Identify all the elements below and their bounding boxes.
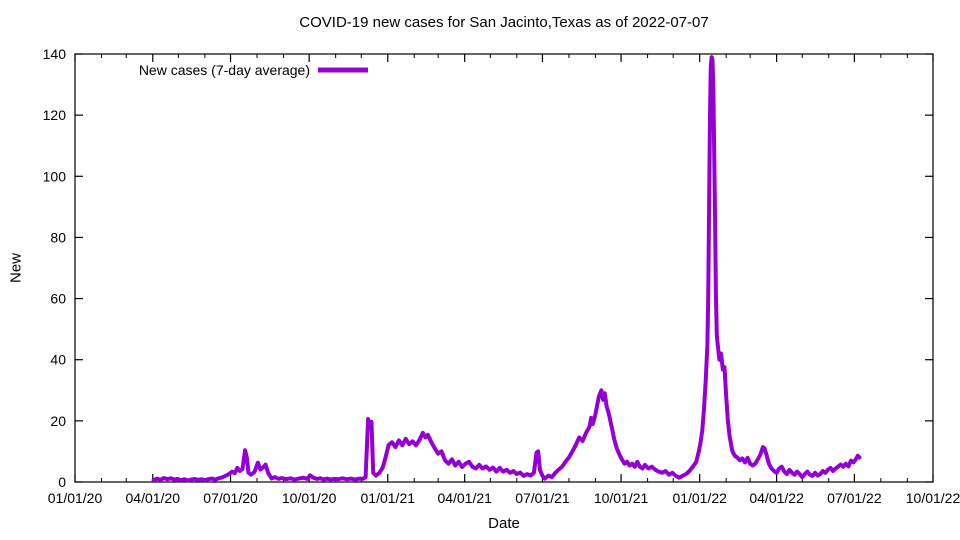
- x-tick-label: 01/01/20: [48, 490, 103, 506]
- x-tick-label: 10/01/20: [282, 490, 337, 506]
- x-tick-label: 10/01/21: [594, 490, 649, 506]
- x-tick-label: 10/01/22: [906, 490, 960, 506]
- x-minor-ticks: [100, 54, 908, 482]
- y-tick-label: 60: [50, 291, 66, 307]
- x-tick-label: 01/01/21: [361, 490, 416, 506]
- x-tick-label: 07/01/20: [203, 490, 258, 506]
- legend-label: New cases (7-day average): [139, 62, 310, 78]
- x-tick-label: 04/01/21: [437, 490, 492, 506]
- plot-border: [74, 53, 934, 483]
- x-axis-tick-labels: 01/01/20 04/01/20 07/01/20 10/01/20 01/01/21…: [48, 490, 960, 506]
- y-tick-label: 40: [50, 352, 66, 368]
- chart-title: COVID-19 new cases for San Jacinto,Texas…: [299, 14, 709, 31]
- x-axis-label: Date: [488, 515, 520, 532]
- x-tick-label: 07/01/22: [827, 490, 882, 506]
- y-tick-label: 100: [43, 168, 67, 184]
- x-tick-label: 04/01/22: [749, 490, 804, 506]
- y-tick-label: 140: [43, 46, 67, 62]
- new-cases-series-line: [151, 55, 862, 483]
- y-tick-label: 20: [50, 413, 66, 429]
- x-major-ticks: [74, 54, 934, 482]
- y-tick-label: 120: [43, 107, 67, 123]
- x-tick-label: 01/01/22: [672, 490, 727, 506]
- y-axis-label: New: [7, 252, 25, 284]
- y-tick-label: 80: [50, 229, 66, 245]
- y-tick-label: 0: [58, 474, 66, 490]
- x-tick-label: 04/01/20: [126, 490, 181, 506]
- legend: New cases (7-day average): [139, 62, 368, 78]
- y-axis-tick-labels: 0 20 40 60 80 100 120 140: [43, 46, 67, 490]
- y-major-ticks: [75, 53, 933, 483]
- x-tick-label: 07/01/21: [515, 490, 570, 506]
